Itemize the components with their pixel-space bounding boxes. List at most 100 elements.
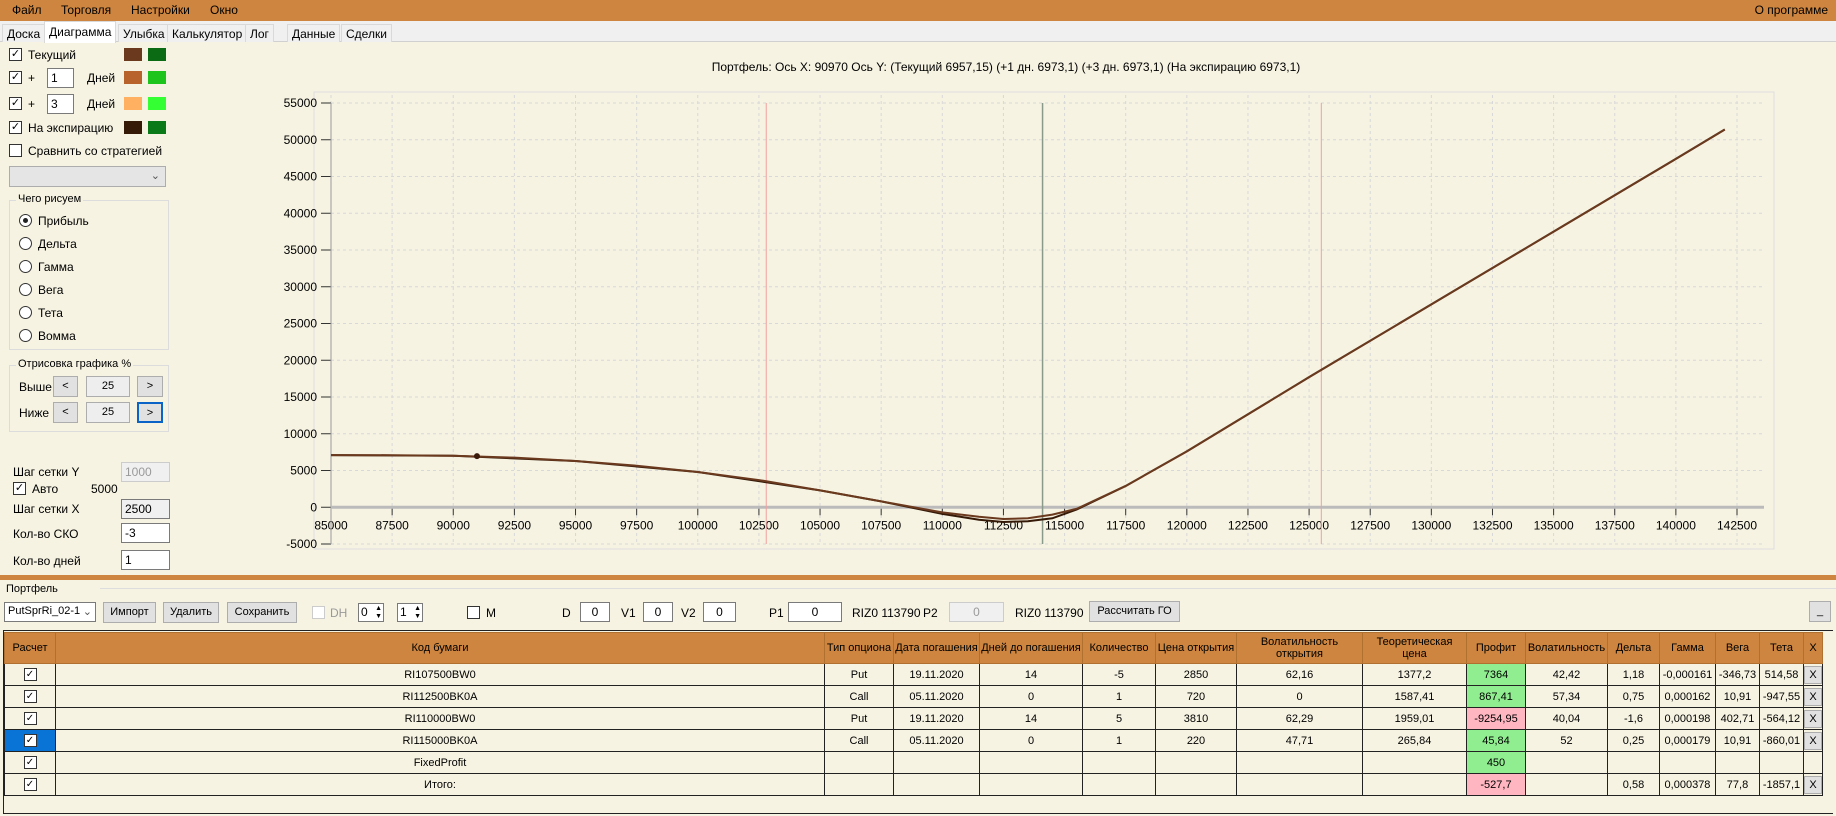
spin-1[interactable]: 0 ▲ ▼ xyxy=(358,603,384,622)
grid-x-input[interactable]: 2500 xyxy=(121,499,170,519)
expiration-color-2[interactable] xyxy=(148,121,166,134)
auto-checkbox[interactable]: ✓ xyxy=(13,482,26,495)
plus1-color-1[interactable] xyxy=(124,71,142,84)
days-count-input[interactable]: 1 xyxy=(121,550,170,570)
table-row[interactable]: ✓ RI115000BK0A Call 05.11.2020 0 1 220 47,71 265… xyxy=(4,729,1823,752)
cell-calc[interactable]: ✓ xyxy=(4,663,56,686)
calculate-margin-button[interactable]: Рассчитать ГО xyxy=(1089,601,1180,622)
delete-button[interactable]: Удалить xyxy=(163,602,219,623)
header-calc[interactable]: Расчет xyxy=(4,632,56,664)
remove-row-button[interactable]: X xyxy=(1804,709,1822,728)
grid-y-input[interactable]: 1000 xyxy=(121,462,170,482)
p1-input[interactable]: 0 xyxy=(788,602,842,622)
plus3-days-input[interactable]: 3 xyxy=(47,94,74,114)
spin-arrows-icon[interactable]: ▲ ▼ xyxy=(375,605,382,620)
table-row[interactable]: ✓ RI110000BW0 Put 19.11.2020 14 5 3810 62,29 195… xyxy=(4,707,1823,730)
dh-checkbox[interactable] xyxy=(312,606,325,619)
cell-calc[interactable]: ✓ xyxy=(4,707,56,730)
calc-checkbox[interactable]: ✓ xyxy=(23,668,37,681)
d-input[interactable]: 0 xyxy=(580,602,610,622)
tab-log[interactable]: Лог xyxy=(245,24,274,42)
menu-trading[interactable]: Торговля xyxy=(61,3,112,17)
header-open-volatility[interactable]: Волатильность открытия xyxy=(1236,632,1363,664)
header-gamma[interactable]: Гамма xyxy=(1659,632,1716,664)
below-decrease-button[interactable]: < xyxy=(53,402,78,423)
calc-checkbox[interactable]: ✓ xyxy=(23,712,37,725)
cell-remove[interactable]: X xyxy=(1803,773,1823,796)
portfolio-combo[interactable]: PutSprRi_02-1 ⌄ xyxy=(4,602,96,622)
header-theoretical-price[interactable]: Теоретическая цена xyxy=(1362,632,1467,664)
radio-profit[interactable] xyxy=(19,214,32,227)
import-button[interactable]: Импорт xyxy=(103,602,156,623)
plus3-checkbox[interactable]: ✓ xyxy=(9,97,22,110)
radio-vega[interactable] xyxy=(19,283,32,296)
v1-input[interactable]: 0 xyxy=(643,602,673,622)
cell-calc[interactable]: ✓ xyxy=(4,751,56,774)
header-days-to-expiry[interactable]: Дней до погашения xyxy=(979,632,1083,664)
table-row[interactable]: ✓ RI112500BK0A Call 05.11.2020 0 1 720 0 1587,41… xyxy=(4,685,1823,708)
cell-remove[interactable]: X xyxy=(1803,663,1823,686)
calc-checkbox[interactable]: ✓ xyxy=(23,690,37,703)
header-vega[interactable]: Вега xyxy=(1715,632,1760,664)
radio-delta[interactable] xyxy=(19,237,32,250)
radio-theta[interactable] xyxy=(19,306,32,319)
save-button[interactable]: Сохранить xyxy=(227,602,297,623)
current-color-1[interactable] xyxy=(124,48,142,61)
calc-checkbox[interactable]: ✓ xyxy=(23,756,37,769)
cell-remove[interactable] xyxy=(1803,751,1823,774)
menu-about[interactable]: О программе xyxy=(1754,3,1828,17)
strategy-dropdown[interactable]: ⌄ xyxy=(9,166,166,187)
cell-calc[interactable]: ✓ xyxy=(4,685,56,708)
calc-checkbox[interactable]: ✓ xyxy=(23,778,37,791)
cell-calc[interactable]: ✓ xyxy=(4,729,56,752)
cell-remove[interactable]: X xyxy=(1803,729,1823,752)
calc-checkbox[interactable]: ✓ xyxy=(23,734,37,747)
profit-chart[interactable]: 85000 87500 90000 92500 95000 97500 100000 1025… xyxy=(0,0,1836,575)
expiration-checkbox[interactable]: ✓ xyxy=(9,121,22,134)
remove-row-button[interactable]: X xyxy=(1804,687,1822,706)
remove-row-button[interactable]: X xyxy=(1804,775,1822,794)
spin-2[interactable]: 1 ▲ ▼ xyxy=(397,603,423,622)
cell-calc[interactable]: ✓ xyxy=(4,773,56,796)
header-volatility[interactable]: Волатильность xyxy=(1525,632,1608,664)
tab-board[interactable]: Доска xyxy=(2,24,46,42)
tab-calculator[interactable]: Калькулятор xyxy=(167,24,248,42)
remove-row-button[interactable]: X xyxy=(1804,665,1822,684)
plus3-color-2[interactable] xyxy=(148,97,166,110)
expiration-color-1[interactable] xyxy=(124,121,142,134)
header-expiry-date[interactable]: Дата погашения xyxy=(893,632,980,664)
remove-row-button[interactable]: X xyxy=(1804,731,1822,750)
above-increase-button[interactable]: > xyxy=(137,376,163,397)
header-open-price[interactable]: Цена открытия xyxy=(1155,632,1237,664)
spin-arrows-icon[interactable]: ▲ ▼ xyxy=(414,605,421,620)
plus1-checkbox[interactable]: ✓ xyxy=(9,71,22,84)
header-profit[interactable]: Профит xyxy=(1466,632,1526,664)
plus3-color-1[interactable] xyxy=(124,97,142,110)
header-security-code[interactable]: Код бумаги xyxy=(55,632,825,664)
header-option-type[interactable]: Тип опциона xyxy=(824,632,894,664)
radio-gamma[interactable] xyxy=(19,260,32,273)
minimize-button[interactable]: _ xyxy=(1809,601,1831,622)
menu-settings[interactable]: Настройки xyxy=(131,3,190,17)
current-color-2[interactable] xyxy=(148,48,166,61)
table-row[interactable]: ✓ RI107500BW0 Put 19.11.2020 14 -5 2850 62,16 13… xyxy=(4,663,1823,686)
above-decrease-button[interactable]: < xyxy=(53,376,78,397)
tab-deals[interactable]: Сделки xyxy=(341,24,392,42)
radio-vomma[interactable] xyxy=(19,329,32,342)
header-delta[interactable]: Дельта xyxy=(1607,632,1660,664)
sko-input[interactable]: -3 xyxy=(121,523,170,543)
compare-checkbox[interactable] xyxy=(9,144,22,157)
below-increase-button[interactable]: > xyxy=(137,402,163,423)
table-row[interactable]: ✓ Итого: -527,7 0,58 0,000378 77,8 -1857,1 X xyxy=(4,773,1823,796)
header-theta[interactable]: Тета xyxy=(1759,632,1804,664)
plus1-color-2[interactable] xyxy=(148,71,166,84)
header-remove[interactable]: X xyxy=(1803,632,1823,664)
splitter[interactable] xyxy=(0,575,1836,580)
table-row[interactable]: ✓ FixedProfit 450 xyxy=(4,751,1823,774)
menu-window[interactable]: Окно xyxy=(210,3,238,17)
tab-data[interactable]: Данные xyxy=(287,24,341,42)
plus1-days-input[interactable]: 1 xyxy=(47,68,74,88)
v2-input[interactable]: 0 xyxy=(703,602,736,622)
header-quantity[interactable]: Количество xyxy=(1082,632,1156,664)
cell-remove[interactable]: X xyxy=(1803,707,1823,730)
